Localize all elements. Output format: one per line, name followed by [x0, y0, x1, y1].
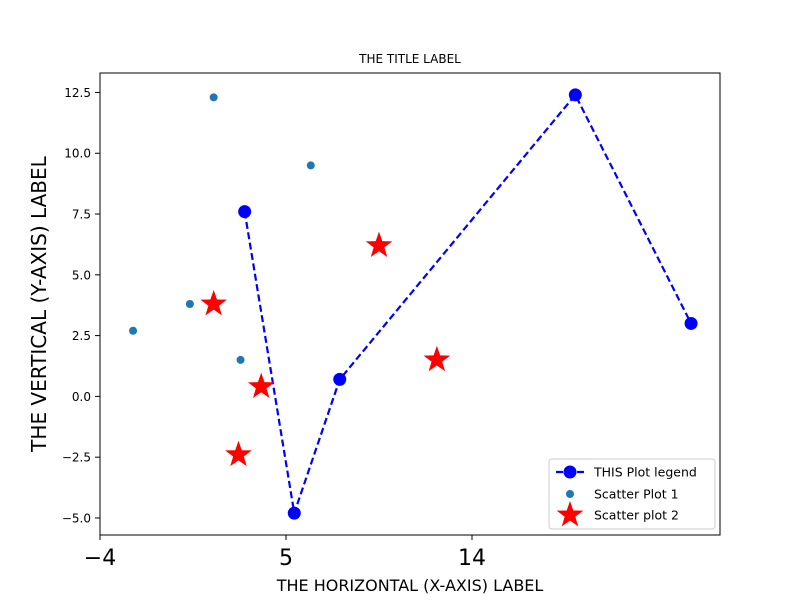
legend-entry: Scatter plot 2 [556, 501, 679, 527]
legend-label: THIS Plot legend [593, 465, 697, 480]
y-tick-label: −2.5 [62, 451, 91, 465]
x-tick-label: 5 [279, 546, 293, 571]
line-point [287, 506, 301, 520]
legend-marker [566, 490, 574, 498]
scatter-point [236, 355, 245, 364]
star-point [365, 231, 393, 257]
legend-label: Scatter plot 2 [594, 508, 679, 523]
star-point [200, 290, 227, 316]
legend-marker [556, 501, 584, 527]
y-tick-label: 10.0 [64, 147, 91, 161]
legend: THIS Plot legend Scatter Plot 1 Scatter pl… [548, 458, 716, 530]
line-point [333, 372, 347, 386]
scatter-point [209, 93, 218, 102]
star-point [423, 345, 451, 372]
x-axis: −4 5 14 [84, 535, 486, 571]
legend-marker [563, 465, 577, 479]
y-tick-label: −5.0 [62, 511, 91, 525]
y-tick-label: 5.0 [72, 268, 91, 282]
plot-area [129, 88, 698, 520]
legend-label: Scatter Plot 1 [594, 487, 679, 502]
x-tick-label: −4 [84, 546, 116, 571]
plot-frame [99, 72, 721, 536]
star-point [247, 372, 275, 398]
star-point [225, 440, 252, 467]
chart-title: THE TITLE LABEL [358, 52, 461, 66]
series-2 [129, 93, 315, 364]
line-point [568, 88, 582, 102]
y-axis: −5.0 −2.5 0.0 2.5 5.0 7.5 10.0 12.5 [62, 86, 100, 525]
scatter-point [129, 326, 138, 335]
x-axis-label: THE HORIZONTAL (X-AXIS) LABEL [276, 576, 544, 595]
series-1 [238, 88, 698, 520]
x-tick-label: 14 [458, 546, 486, 571]
series-line [243, 92, 693, 514]
y-tick-label: 12.5 [64, 86, 91, 100]
scatter-point [185, 300, 194, 308]
y-tick-label: 2.5 [72, 329, 91, 343]
legend-entry: THIS Plot legend [556, 465, 697, 480]
legend-box [548, 458, 716, 530]
series-3 [200, 231, 451, 467]
y-tick-label: 0.0 [72, 390, 91, 404]
scatter-point [306, 161, 315, 170]
y-axis-label: THE VERTICAL (Y-AXIS) LABEL [27, 155, 51, 452]
line-point [684, 316, 698, 330]
legend-entry: Scatter Plot 1 [566, 487, 679, 502]
line-point [238, 205, 252, 219]
y-tick-label: 7.5 [72, 208, 91, 222]
